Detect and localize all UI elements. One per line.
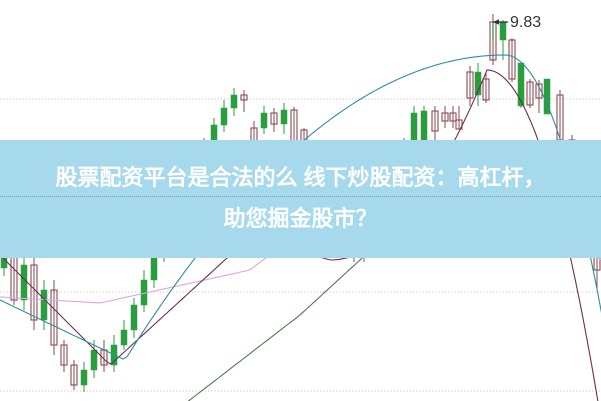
svg-text:9.83: 9.83 xyxy=(510,14,541,31)
